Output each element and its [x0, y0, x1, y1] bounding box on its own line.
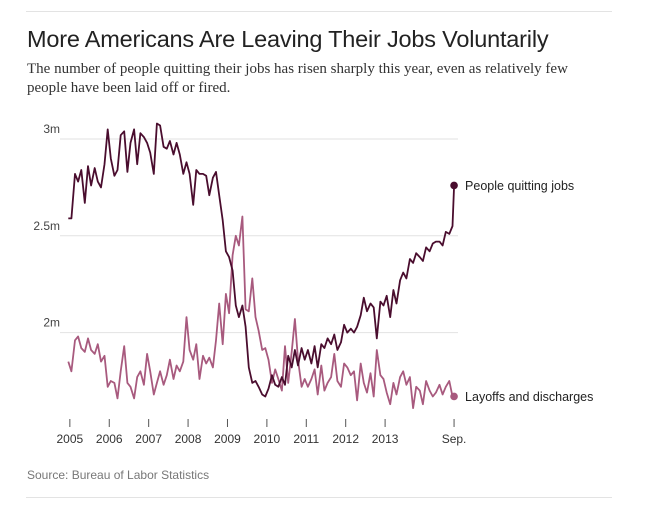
y-tick-label: 3m [43, 122, 60, 136]
x-tick-label: 2006 [96, 432, 123, 446]
x-tick-label: Sep. [442, 432, 467, 446]
quits-series-label: People quitting jobs [465, 179, 574, 193]
y-tick-label: 2m [43, 316, 60, 330]
x-tick-label: 2012 [332, 432, 359, 446]
x-tick-label: 2005 [56, 432, 83, 446]
top-rule [26, 11, 612, 12]
x-tick-label: 2009 [214, 432, 241, 446]
layoffs-line [67, 215, 455, 409]
layoffs-end-point [450, 392, 458, 401]
chart-title: More Americans Are Leaving Their Jobs Vo… [27, 26, 549, 52]
x-tick-label: 2010 [254, 432, 281, 446]
x-tick-label: 2008 [175, 432, 202, 446]
quits-end-point [450, 181, 458, 190]
source-note: Source: Bureau of Labor Statistics [27, 468, 210, 482]
x-tick-label: 2007 [135, 432, 162, 446]
line-chart: 3m 2.5m 2m 2005 2006 2007 2008 2009 2010 2011 2012… [33, 122, 593, 446]
quits-line [68, 122, 455, 398]
x-tick-label: 2013 [372, 432, 399, 446]
layoffs-series-label: Layoffs and discharges [465, 390, 593, 404]
y-tick-label: 2.5m [33, 219, 60, 233]
bottom-rule [26, 497, 612, 498]
x-tick-label: 2011 [293, 432, 319, 446]
chart-subtitle: The number of people quitting their jobs… [27, 61, 568, 96]
